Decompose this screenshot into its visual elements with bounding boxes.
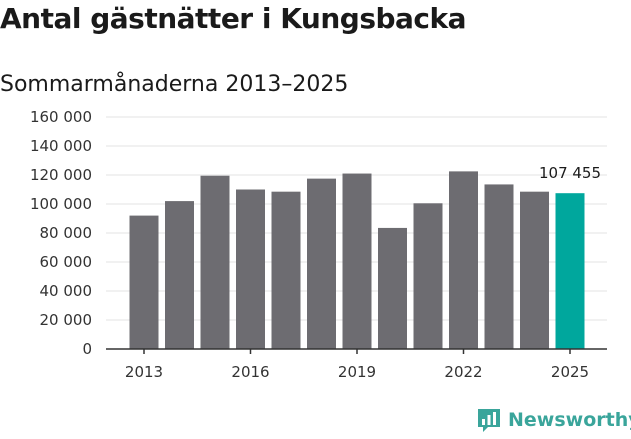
bar-2022 [449,171,478,349]
x-tick-label: 2013 [125,363,163,381]
y-axis-ticks: 0 20 000 40 000 60 000 80 000 100 000 120 000 1… [30,108,92,358]
bar-2019 [342,173,372,349]
brand-name: Newsworthy [508,409,631,431]
bar-2015 [200,175,230,349]
x-axis-ticks: 2013 2016 2019 2022 2025 [125,349,589,381]
y-tick-label: 80 000 [40,224,93,242]
annotations: 107 455 [539,164,601,182]
chart-title: Antal gästnätter i Kungsbacka [0,2,467,35]
newsworthy-chart-icon [478,409,500,432]
bar-2018 [307,178,336,349]
bar-2025 [555,193,585,349]
newsworthy-logo: Newsworthy [476,407,631,433]
x-tick-label: 2019 [338,363,376,381]
y-tick-label: 160 000 [30,108,92,126]
bar-2014 [165,201,194,349]
y-tick-label: 60 000 [40,253,93,271]
y-tick-label: 40 000 [40,282,93,300]
bar-2013 [129,215,159,349]
bar-2016 [236,189,265,349]
bar-2024 [520,191,549,349]
bar-2021 [413,203,443,349]
chart-subtitle: Sommarmånaderna 2013–2025 [0,72,349,97]
y-tick-label: 120 000 [30,166,92,184]
bar-2023 [484,184,514,349]
x-tick-label: 2016 [231,363,269,381]
y-tick-label: 20 000 [40,311,93,329]
data-label-2025: 107 455 [539,164,601,182]
bar-2020 [378,227,407,349]
x-tick-label: 2025 [551,363,589,381]
y-tick-label: 0 [82,340,92,358]
bars [129,171,585,349]
x-tick-label: 2022 [444,363,482,381]
y-tick-label: 140 000 [30,137,92,155]
y-tick-label: 100 000 [30,195,92,213]
bar-2017 [271,191,301,349]
